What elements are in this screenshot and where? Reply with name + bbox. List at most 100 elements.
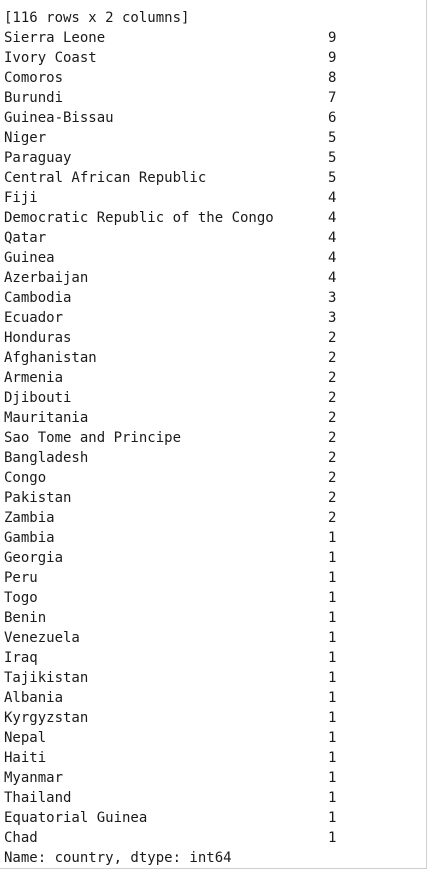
country-count: 2 xyxy=(328,430,337,446)
country-name: Guinea xyxy=(4,250,55,266)
country-name: Honduras xyxy=(4,330,72,346)
country-count: 2 xyxy=(328,470,337,486)
country-count: 4 xyxy=(328,250,337,266)
table-row: Ecuador 3 xyxy=(0,308,426,328)
country-count: 2 xyxy=(328,370,337,386)
country-name: Cambodia xyxy=(4,290,72,306)
country-count: 1 xyxy=(328,670,337,686)
table-row: Haiti 1 xyxy=(0,748,426,768)
country-count: 1 xyxy=(328,590,337,606)
table-row: Armenia 2 xyxy=(0,368,426,388)
country-count: 2 xyxy=(328,490,337,506)
table-row: Central African Republic 5 xyxy=(0,168,426,188)
country-name: Benin xyxy=(4,610,47,626)
country-count: 1 xyxy=(328,830,337,846)
country-count: 1 xyxy=(328,550,337,566)
series-footer: Name: country, dtype: int64 xyxy=(4,850,232,866)
country-count: 3 xyxy=(328,290,337,306)
table-row: Sierra Leone 9 xyxy=(0,28,426,48)
table-row: Equatorial Guinea 1 xyxy=(0,808,426,828)
country-name: Chad xyxy=(4,830,38,846)
country-count: 1 xyxy=(328,750,337,766)
table-row: Kyrgyzstan 1 xyxy=(0,708,426,728)
country-count: 9 xyxy=(328,30,337,46)
table-row: Azerbaijan 4 xyxy=(0,268,426,288)
country-count: 1 xyxy=(328,610,337,626)
table-row: Zambia 2 xyxy=(0,508,426,528)
country-name: Thailand xyxy=(4,790,72,806)
country-name: Peru xyxy=(4,570,38,586)
country-count: 7 xyxy=(328,90,337,106)
country-name: Afghanistan xyxy=(4,350,97,366)
country-count: 4 xyxy=(328,230,337,246)
country-name: Niger xyxy=(4,130,47,146)
country-name: Sao Tome and Principe xyxy=(4,430,182,446)
country-name: Paraguay xyxy=(4,150,72,166)
dataframe-summary: [116 rows x 2 columns] xyxy=(4,10,190,26)
table-row: Myanmar 1 xyxy=(0,768,426,788)
table-row: Burundi 7 xyxy=(0,88,426,108)
country-count: 2 xyxy=(328,330,337,346)
country-count: 4 xyxy=(328,210,337,226)
table-row: Venezuela 1 xyxy=(0,628,426,648)
table-row: Togo 1 xyxy=(0,588,426,608)
table-row: Chad 1 xyxy=(0,828,426,848)
country-count: 1 xyxy=(328,570,337,586)
country-count: 1 xyxy=(328,730,337,746)
table-row: Paraguay 5 xyxy=(0,148,426,168)
table-row: Afghanistan 2 xyxy=(0,348,426,368)
country-count: 4 xyxy=(328,190,337,206)
country-name: Central African Republic xyxy=(4,170,207,186)
country-count: 1 xyxy=(328,790,337,806)
table-row: Guinea 4 xyxy=(0,248,426,268)
country-name: Myanmar xyxy=(4,770,64,786)
country-name: Equatorial Guinea xyxy=(4,810,148,826)
country-name: Tajikistan xyxy=(4,670,89,686)
country-name: Gambia xyxy=(4,530,55,546)
country-count: 1 xyxy=(328,650,337,666)
country-name: Haiti xyxy=(4,750,47,766)
country-name: Sierra Leone xyxy=(4,30,106,46)
table-row: Comoros 8 xyxy=(0,68,426,88)
country-name: Kyrgyzstan xyxy=(4,710,89,726)
table-row: Albania 1 xyxy=(0,688,426,708)
table-row: Djibouti 2 xyxy=(0,388,426,408)
country-count: 1 xyxy=(328,710,337,726)
table-row: Iraq 1 xyxy=(0,648,426,668)
country-count: 4 xyxy=(328,270,337,286)
country-name: Comoros xyxy=(4,70,64,86)
table-row: Guinea-Bissau 6 xyxy=(0,108,426,128)
table-row: Pakistan 2 xyxy=(0,488,426,508)
country-name: Nepal xyxy=(4,730,47,746)
country-name: Togo xyxy=(4,590,38,606)
table-row: Tajikistan 1 xyxy=(0,668,426,688)
table-row: Benin 1 xyxy=(0,608,426,628)
country-name: Pakistan xyxy=(4,490,72,506)
country-name: Guinea-Bissau xyxy=(4,110,114,126)
country-name: Fiji xyxy=(4,190,38,206)
table-row: Qatar 4 xyxy=(0,228,426,248)
country-name: Iraq xyxy=(4,650,38,666)
country-count: 8 xyxy=(328,70,337,86)
country-count: 1 xyxy=(328,530,337,546)
country-count: 6 xyxy=(328,110,337,126)
table-row: Peru 1 xyxy=(0,568,426,588)
country-count: 1 xyxy=(328,810,337,826)
country-count: 1 xyxy=(328,690,337,706)
table-row: Gambia 1 xyxy=(0,528,426,548)
country-count: 1 xyxy=(328,630,337,646)
country-name: Ecuador xyxy=(4,310,64,326)
country-count: 2 xyxy=(328,350,337,366)
country-name: Armenia xyxy=(4,370,64,386)
country-name: Azerbaijan xyxy=(4,270,89,286)
country-count: 2 xyxy=(328,410,337,426)
country-name: Mauritania xyxy=(4,410,89,426)
table-row: Sao Tome and Principe 2 xyxy=(0,428,426,448)
country-count: 2 xyxy=(328,390,337,406)
country-count: 9 xyxy=(328,50,337,66)
country-count: 1 xyxy=(328,770,337,786)
country-count: 2 xyxy=(328,450,337,466)
country-count: 5 xyxy=(328,130,337,146)
table-row: Thailand 1 xyxy=(0,788,426,808)
